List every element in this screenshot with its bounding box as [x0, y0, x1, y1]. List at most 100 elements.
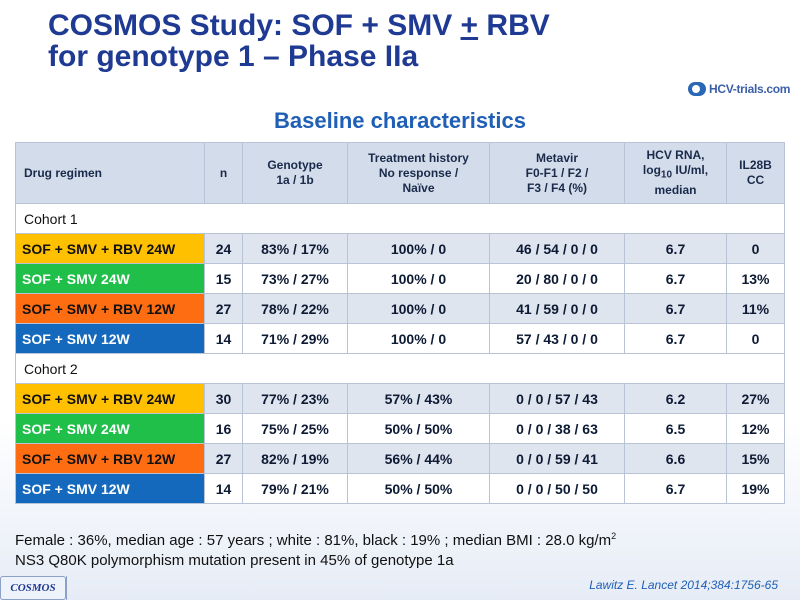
title-line-1: COSMOS Study: SOF + SMV + RBV — [48, 10, 688, 41]
il28b-cell: 0 — [726, 323, 785, 354]
regimen-cell: SOF + SMV 12W — [15, 473, 205, 504]
rna-cell: 6.7 — [624, 323, 727, 354]
header-il28b: IL28B CC — [726, 142, 785, 204]
table-row: SOF + SMV 12W 14 71% / 29% 100% / 0 57 /… — [15, 323, 785, 354]
regimen-cell: SOF + SMV + RBV 24W — [15, 233, 205, 264]
history-cell: 100% / 0 — [347, 263, 490, 294]
n-cell: 27 — [204, 293, 243, 324]
header-metavir-l2: F0-F1 / F2 / — [525, 165, 589, 180]
il28b-cell: 12% — [726, 413, 785, 444]
header-rna-l3: median — [654, 182, 697, 197]
title-text-a: COSMOS Study: SOF + SMV — [48, 9, 461, 42]
table-row: SOF + SMV 24W 16 75% / 25% 50% / 50% 0 /… — [15, 413, 785, 444]
regimen-cell: SOF + SMV + RBV 12W — [15, 293, 205, 324]
history-cell: 50% / 50% — [347, 413, 490, 444]
genotype-cell: 79% / 21% — [242, 473, 348, 504]
title-line-2: for genotype 1 – Phase IIa — [48, 40, 419, 73]
header-drug-regimen: Drug regimen — [15, 142, 205, 204]
il28b-cell: 27% — [726, 383, 785, 414]
footnote-line-1: Female : 36%, median age : 57 years ; wh… — [15, 526, 616, 551]
genotype-cell: 71% / 29% — [242, 323, 348, 354]
header-history-l3: Naïve — [402, 180, 435, 195]
cohort-2-row: Cohort 2 — [15, 353, 785, 384]
baseline-table: Drug regimen n Genotype 1a / 1b Treatment… — [15, 142, 785, 504]
metavir-cell: 20 / 80 / 0 / 0 — [489, 263, 625, 294]
metavir-cell: 41 / 59 / 0 / 0 — [489, 293, 625, 324]
n-cell: 30 — [204, 383, 243, 414]
header-il28b-l1: IL28B — [739, 158, 772, 172]
rna-cell: 6.6 — [624, 443, 727, 474]
title-plus-underlined: + — [460, 9, 479, 42]
header-metavir-l1: Metavir — [535, 150, 579, 165]
footnote-line-1-text: Female : 36%, median age : 57 years ; wh… — [15, 532, 612, 549]
footnote-superscript: 2 — [611, 531, 617, 541]
genotype-cell: 73% / 27% — [242, 263, 348, 294]
history-cell: 56% / 44% — [347, 443, 490, 474]
metavir-cell: 0 / 0 / 59 / 41 — [489, 443, 625, 474]
history-cell: 50% / 50% — [347, 473, 490, 504]
hcv-trials-logo: HCV-trials.com — [688, 78, 798, 100]
rna-cell: 6.7 — [624, 233, 727, 264]
metavir-cell: 0 / 0 / 50 / 50 — [489, 473, 625, 504]
regimen-cell: SOF + SMV 24W — [15, 263, 205, 294]
genotype-cell: 75% / 25% — [242, 413, 348, 444]
header-n: n — [204, 142, 243, 204]
cohort-1-row: Cohort 1 — [15, 203, 785, 234]
header-genotype-l1: Genotype — [267, 158, 323, 172]
footnote: Female : 36%, median age : 57 years ; wh… — [15, 526, 616, 571]
genotype-cell: 77% / 23% — [242, 383, 348, 414]
header-metavir-l3: F3 / F4 (%) — [526, 180, 587, 195]
metavir-cell: 0 / 0 / 57 / 43 — [489, 383, 625, 414]
rna-cell: 6.7 — [624, 473, 727, 504]
header-genotype-l2: 1a / 1b — [276, 173, 314, 187]
history-cell: 100% / 0 — [347, 323, 490, 354]
rna-cell: 6.7 — [624, 293, 727, 324]
cohort-1-label: Cohort 1 — [15, 203, 785, 234]
il28b-cell: 15% — [726, 443, 785, 474]
header-rna-l2b: IU/ml, — [672, 163, 709, 178]
table-row: SOF + SMV + RBV 24W 24 83% / 17% 100% / … — [15, 233, 785, 264]
n-cell: 16 — [204, 413, 243, 444]
il28b-cell: 0 — [726, 233, 785, 264]
regimen-cell: SOF + SMV + RBV 12W — [15, 443, 205, 474]
table-row: SOF + SMV + RBV 24W 30 77% / 23% 57% / 4… — [15, 383, 785, 414]
metavir-cell: 57 / 43 / 0 / 0 — [489, 323, 625, 354]
genotype-cell: 82% / 19% — [242, 443, 348, 474]
footnote-line-2: NS3 Q80K polymorphism mutation present i… — [15, 552, 454, 569]
genotype-cell: 83% / 17% — [242, 233, 348, 264]
rna-cell: 6.5 — [624, 413, 727, 444]
history-cell: 57% / 43% — [347, 383, 490, 414]
logo-text: HCV-trials.com — [709, 82, 791, 96]
table-row: SOF + SMV + RBV 12W 27 78% / 22% 100% / … — [15, 293, 785, 324]
badge-divider — [66, 576, 67, 600]
header-il28b-l2: CC — [746, 173, 765, 187]
regimen-cell: SOF + SMV 24W — [15, 413, 205, 444]
header-rna-sub: 10 — [660, 169, 673, 181]
il28b-cell: 19% — [726, 473, 785, 504]
citation: Lawitz E. Lancet 2014;384:1756-65 — [589, 578, 778, 592]
table-header-row: Drug regimen n Genotype 1a / 1b Treatment… — [15, 142, 785, 204]
il28b-cell: 13% — [726, 263, 785, 294]
logo-mark-icon — [688, 82, 706, 96]
rna-cell: 6.7 — [624, 263, 727, 294]
table-row: SOF + SMV + RBV 12W 27 82% / 19% 56% / 4… — [15, 443, 785, 474]
header-rna-l1: HCV RNA, — [646, 148, 705, 163]
table-row: SOF + SMV 12W 14 79% / 21% 50% / 50% 0 /… — [15, 473, 785, 504]
header-rna-l2a: log — [642, 163, 661, 178]
header-genotype: Genotype 1a / 1b — [242, 142, 348, 204]
il28b-cell: 11% — [726, 293, 785, 324]
header-history-l2: No response / — [378, 165, 459, 180]
header-history-l1: Treatment history — [368, 150, 469, 165]
history-cell: 100% / 0 — [347, 233, 490, 264]
n-cell: 27 — [204, 443, 243, 474]
header-metavir: Metavir F0-F1 / F2 /F3 / F4 (%) — [489, 142, 625, 204]
n-cell: 14 — [204, 473, 243, 504]
regimen-cell: SOF + SMV 12W — [15, 323, 205, 354]
n-cell: 24 — [204, 233, 243, 264]
table-row: SOF + SMV 24W 15 73% / 27% 100% / 0 20 /… — [15, 263, 785, 294]
header-treatment-history: Treatment history No response / Naïve — [347, 142, 490, 204]
header-hcv-rna: HCV RNA, log10 IU/ml, median — [624, 142, 727, 204]
metavir-cell: 0 / 0 / 38 / 63 — [489, 413, 625, 444]
n-cell: 15 — [204, 263, 243, 294]
cosmos-badge: COSMOS — [0, 576, 66, 600]
